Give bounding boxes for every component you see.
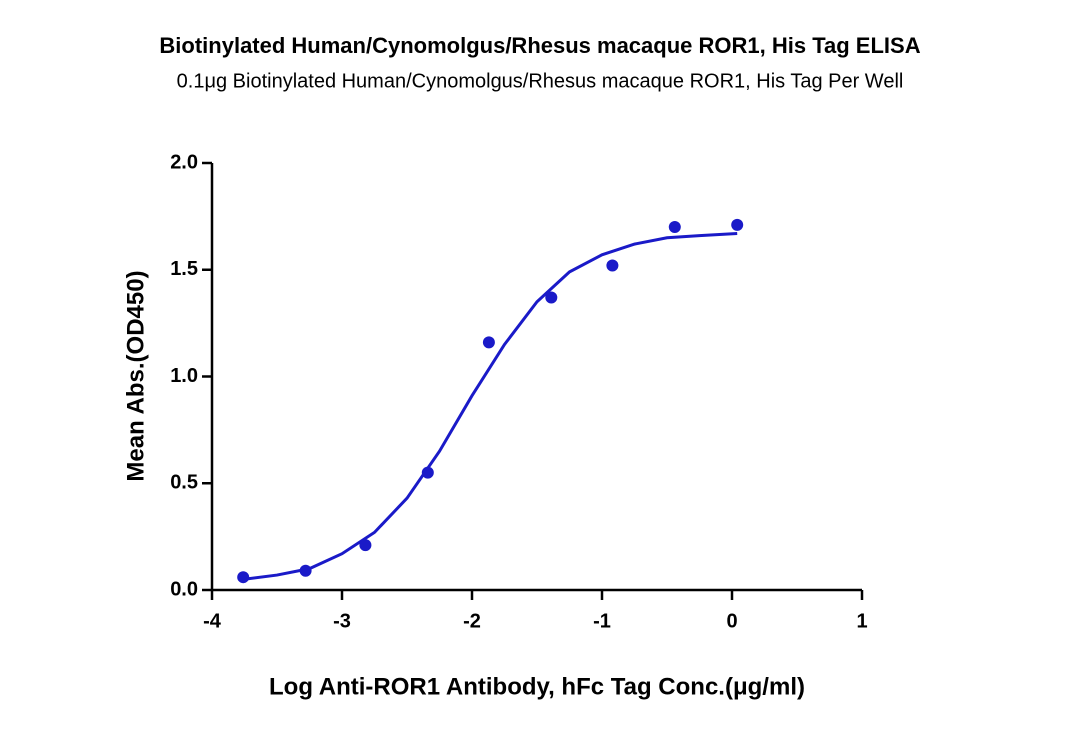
data-point bbox=[606, 259, 619, 272]
fit-curve bbox=[243, 231, 738, 581]
data-point bbox=[421, 466, 434, 479]
data-point bbox=[668, 221, 681, 234]
x-tick-label: -3 bbox=[333, 610, 351, 632]
x-tick-label: -4 bbox=[203, 610, 222, 632]
data-point bbox=[359, 539, 372, 552]
data-point bbox=[731, 218, 744, 231]
chart-title: Biotinylated Human/Cynomolgus/Rhesus mac… bbox=[159, 33, 920, 58]
data-point bbox=[237, 571, 250, 584]
x-tick-label: 0 bbox=[726, 610, 737, 632]
data-point bbox=[299, 564, 312, 577]
y-tick-label: 0.0 bbox=[170, 578, 198, 600]
y-tick-label: 0.5 bbox=[170, 472, 198, 494]
x-tick-label: -1 bbox=[593, 610, 611, 632]
chart-subtitle: 0.1μg Biotinylated Human/Cynomolgus/Rhes… bbox=[177, 70, 904, 92]
y-tick-label: 1.5 bbox=[170, 258, 198, 280]
y-tick-label: 1.0 bbox=[170, 365, 198, 387]
data-point bbox=[545, 291, 558, 304]
y-axis-label: Mean Abs.(OD450) bbox=[122, 270, 149, 481]
data-point bbox=[482, 336, 495, 349]
x-tick-label: -2 bbox=[463, 610, 481, 632]
y-tick-label: 2.0 bbox=[170, 151, 198, 173]
x-tick-label: 1 bbox=[856, 610, 867, 632]
x-axis-label: Log Anti-ROR1 Antibody, hFc Tag Conc.(μg… bbox=[269, 673, 805, 700]
